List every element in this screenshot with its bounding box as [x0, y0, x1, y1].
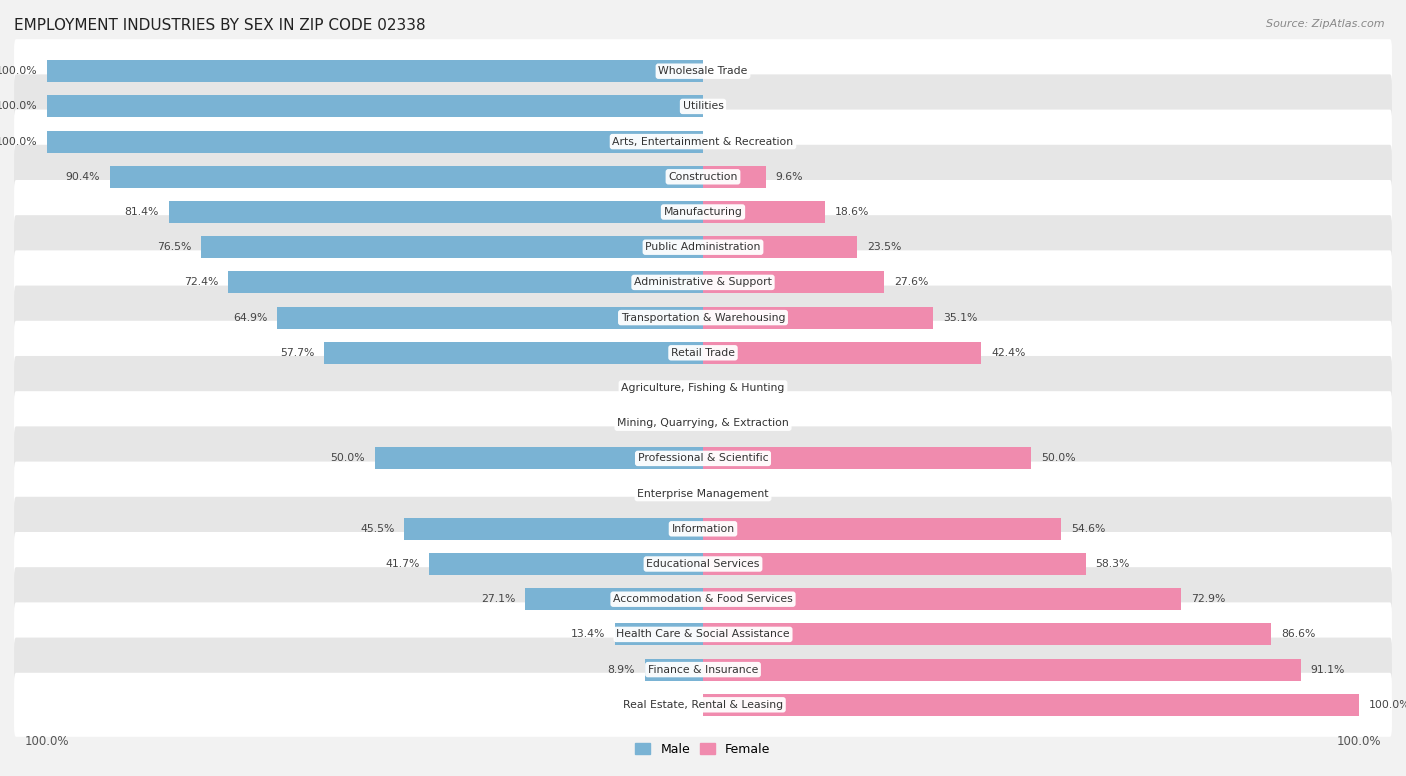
FancyBboxPatch shape [14, 109, 1392, 174]
Text: Health Care & Social Assistance: Health Care & Social Assistance [616, 629, 790, 639]
Text: Utilities: Utilities [682, 102, 724, 112]
Text: Public Administration: Public Administration [645, 242, 761, 252]
Text: Educational Services: Educational Services [647, 559, 759, 569]
Bar [644, 659, 703, 681]
Bar [526, 588, 703, 610]
Bar [169, 201, 703, 223]
Text: 58.3%: 58.3% [1095, 559, 1130, 569]
Bar [703, 201, 825, 223]
Text: 100.0%: 100.0% [0, 66, 37, 76]
Bar [703, 448, 1031, 469]
Bar [46, 61, 703, 82]
Text: Real Estate, Rental & Leasing: Real Estate, Rental & Leasing [623, 700, 783, 710]
Text: 13.4%: 13.4% [571, 629, 605, 639]
Text: Administrative & Support: Administrative & Support [634, 277, 772, 287]
Bar [375, 448, 703, 469]
Bar [703, 623, 1271, 646]
FancyBboxPatch shape [14, 320, 1392, 385]
Text: Finance & Insurance: Finance & Insurance [648, 664, 758, 674]
Text: 45.5%: 45.5% [360, 524, 395, 534]
Text: Arts, Entertainment & Recreation: Arts, Entertainment & Recreation [613, 137, 793, 147]
Text: 27.1%: 27.1% [481, 594, 516, 605]
Text: EMPLOYMENT INDUSTRIES BY SEX IN ZIP CODE 02338: EMPLOYMENT INDUSTRIES BY SEX IN ZIP CODE… [14, 18, 426, 33]
Bar [703, 659, 1301, 681]
FancyBboxPatch shape [14, 286, 1392, 350]
Text: 18.6%: 18.6% [835, 207, 869, 217]
Bar [703, 236, 858, 258]
FancyBboxPatch shape [14, 532, 1392, 596]
FancyBboxPatch shape [14, 426, 1392, 490]
Text: Source: ZipAtlas.com: Source: ZipAtlas.com [1267, 19, 1385, 29]
Text: 50.0%: 50.0% [330, 453, 366, 463]
Text: 41.7%: 41.7% [385, 559, 419, 569]
Bar [110, 166, 703, 188]
FancyBboxPatch shape [14, 567, 1392, 631]
Text: Transportation & Warehousing: Transportation & Warehousing [621, 313, 785, 323]
FancyBboxPatch shape [14, 497, 1392, 561]
Text: 35.1%: 35.1% [943, 313, 977, 323]
Text: Information: Information [672, 524, 734, 534]
Text: 54.6%: 54.6% [1071, 524, 1105, 534]
Bar [703, 694, 1360, 715]
Bar [325, 342, 703, 364]
Text: Construction: Construction [668, 171, 738, 182]
Text: 100.0%: 100.0% [0, 102, 37, 112]
Text: 9.6%: 9.6% [776, 171, 803, 182]
Text: 100.0%: 100.0% [0, 137, 37, 147]
Text: Mining, Quarrying, & Extraction: Mining, Quarrying, & Extraction [617, 418, 789, 428]
Text: Accommodation & Food Services: Accommodation & Food Services [613, 594, 793, 605]
Text: 72.4%: 72.4% [184, 277, 218, 287]
Bar [46, 130, 703, 153]
Bar [46, 95, 703, 117]
FancyBboxPatch shape [14, 391, 1392, 456]
FancyBboxPatch shape [14, 638, 1392, 702]
Text: 91.1%: 91.1% [1310, 664, 1346, 674]
Bar [703, 272, 884, 293]
FancyBboxPatch shape [14, 251, 1392, 314]
Text: Agriculture, Fishing & Hunting: Agriculture, Fishing & Hunting [621, 383, 785, 393]
Text: 42.4%: 42.4% [991, 348, 1025, 358]
FancyBboxPatch shape [14, 74, 1392, 138]
Bar [405, 518, 703, 540]
Text: 27.6%: 27.6% [894, 277, 928, 287]
FancyBboxPatch shape [14, 145, 1392, 209]
Bar [201, 236, 703, 258]
Legend: Male, Female: Male, Female [630, 738, 776, 760]
FancyBboxPatch shape [14, 215, 1392, 279]
Text: 57.7%: 57.7% [280, 348, 315, 358]
Text: Wholesale Trade: Wholesale Trade [658, 66, 748, 76]
Bar [614, 623, 703, 646]
FancyBboxPatch shape [14, 602, 1392, 667]
Bar [703, 588, 1181, 610]
Bar [228, 272, 703, 293]
FancyBboxPatch shape [14, 462, 1392, 525]
Text: 86.6%: 86.6% [1281, 629, 1316, 639]
Bar [703, 553, 1085, 575]
FancyBboxPatch shape [14, 180, 1392, 244]
FancyBboxPatch shape [14, 356, 1392, 420]
FancyBboxPatch shape [14, 673, 1392, 737]
Bar [277, 307, 703, 328]
Text: 64.9%: 64.9% [233, 313, 267, 323]
Text: Professional & Scientific: Professional & Scientific [638, 453, 768, 463]
Text: 50.0%: 50.0% [1040, 453, 1076, 463]
Text: 23.5%: 23.5% [868, 242, 901, 252]
Text: 100.0%: 100.0% [1369, 700, 1406, 710]
Bar [703, 342, 981, 364]
Text: Manufacturing: Manufacturing [664, 207, 742, 217]
Text: 72.9%: 72.9% [1191, 594, 1226, 605]
Bar [703, 307, 934, 328]
Bar [703, 166, 766, 188]
FancyBboxPatch shape [14, 39, 1392, 103]
Text: 8.9%: 8.9% [607, 664, 634, 674]
Text: 81.4%: 81.4% [125, 207, 159, 217]
Bar [703, 518, 1062, 540]
Bar [429, 553, 703, 575]
Text: 90.4%: 90.4% [66, 171, 100, 182]
Text: Enterprise Management: Enterprise Management [637, 489, 769, 499]
Text: Retail Trade: Retail Trade [671, 348, 735, 358]
Text: 76.5%: 76.5% [157, 242, 191, 252]
